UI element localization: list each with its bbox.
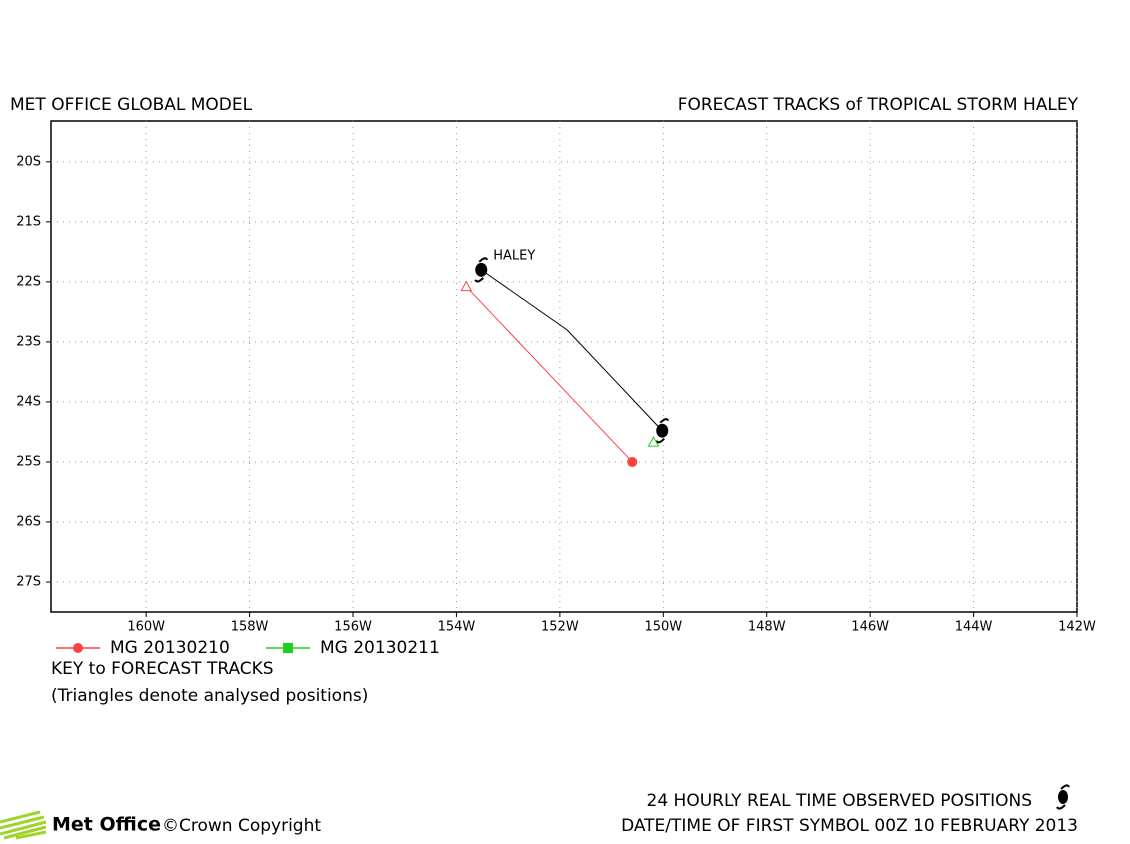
y-tick-label: 26S [16, 514, 41, 529]
x-tick-label: 142W [1058, 620, 1096, 635]
chart-title: FORECAST TRACKS of TROPICAL STORM HALEY [678, 95, 1079, 115]
legend-storm-symbol [1056, 784, 1070, 810]
x-tick-label: 152W [541, 620, 579, 635]
x-tick-label: 154W [438, 620, 476, 635]
storm-symbol [655, 418, 670, 444]
analysed-marker [647, 436, 660, 447]
x-tick-label: 160W [127, 620, 165, 635]
legend-marker [73, 643, 83, 653]
legend-label: MG 20130210 [110, 638, 230, 658]
x-tick-label: 156W [334, 620, 372, 635]
brand: Met Office [52, 814, 161, 836]
storm-arms [474, 257, 489, 283]
plot-frame [50, 120, 1078, 613]
key-note: (Triangles denote analysed positions) [51, 686, 368, 706]
legend-label: MG 20130211 [320, 638, 440, 658]
chart-subtitle: MET OFFICE GLOBAL MODEL [10, 95, 253, 115]
x-tick-label: 158W [231, 620, 269, 635]
x-tick-label: 148W [748, 620, 786, 635]
observed-note: 24 HOURLY REAL TIME OBSERVED POSITIONS [647, 791, 1032, 811]
y-tick-label: 22S [16, 274, 41, 289]
x-tick-label: 144W [955, 620, 993, 635]
storm-arms [655, 418, 670, 444]
y-tick-label: 24S [16, 394, 41, 409]
forecast-track [465, 286, 633, 463]
met-office-logo [0, 810, 47, 840]
x-tick-label: 150W [644, 620, 682, 635]
storm-symbol [474, 257, 489, 283]
forecast-marker [627, 456, 638, 467]
storm-core [475, 262, 488, 277]
date-note: DATE/TIME OF FIRST SYMBOL 00Z 10 FEBRUAR… [621, 816, 1078, 836]
storm-label: HALEY [493, 248, 535, 263]
observed-track [480, 269, 663, 432]
y-tick-label: 25S [16, 454, 41, 469]
y-tick-label: 20S [16, 154, 41, 169]
storm-core [656, 423, 669, 438]
analysed-marker [460, 280, 473, 292]
y-tick-label: 21S [16, 214, 41, 229]
x-tick-label: 146W [851, 620, 889, 635]
legend-marker [283, 643, 293, 653]
y-tick-label: 23S [16, 334, 41, 349]
y-tick-label: 27S [16, 574, 41, 589]
key-title: KEY to FORECAST TRACKS [51, 659, 274, 679]
copyright: ©Crown Copyright [162, 816, 321, 836]
